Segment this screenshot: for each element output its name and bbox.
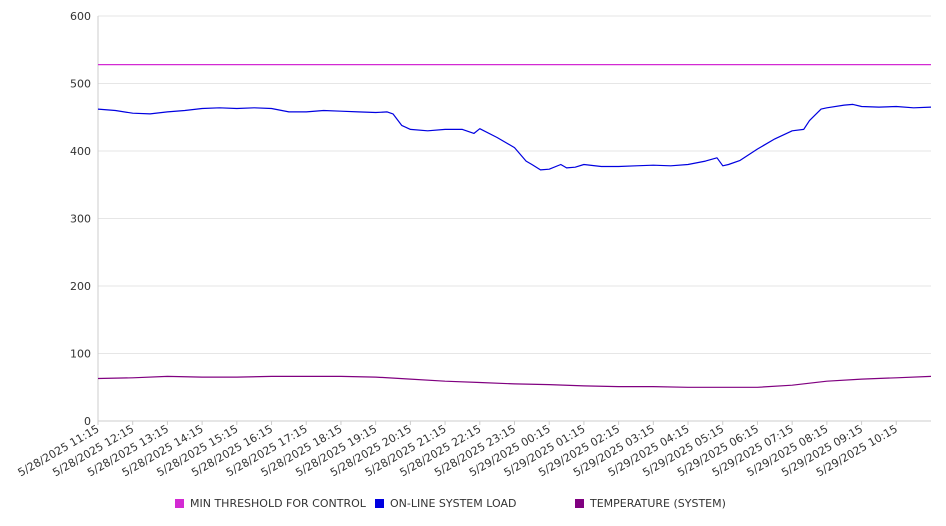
y-tick-label: 0	[84, 415, 91, 428]
legend-swatch-temperature	[575, 499, 584, 508]
legend-swatch-min-threshold	[175, 499, 184, 508]
y-axis-ticks: 0 100 200 300 400 500 600	[70, 10, 91, 428]
chart-series	[97, 63, 932, 388]
y-tick-label: 300	[70, 213, 91, 226]
y-tick-label: 500	[70, 78, 91, 91]
y-tick-label: 400	[70, 145, 91, 158]
legend-label-min-threshold: MIN THRESHOLD FOR CONTROL	[190, 497, 366, 510]
x-axis-ticks: 5/28/2025 11:155/28/2025 12:155/28/2025 …	[16, 421, 900, 479]
legend-item-system-load[interactable]: ON-LINE SYSTEM LOAD	[375, 497, 516, 510]
series-line-system-load	[97, 103, 932, 171]
y-tick-label: 600	[70, 10, 91, 23]
legend-label-temperature: TEMPERATURE (SYSTEM)	[590, 497, 726, 510]
legend-swatch-system-load	[375, 499, 384, 508]
y-tick-label: 100	[70, 348, 91, 361]
y-tick-label: 200	[70, 280, 91, 293]
legend-label-system-load: ON-LINE SYSTEM LOAD	[390, 497, 517, 510]
chart-legend: MIN THRESHOLD FOR CONTROL ON-LINE SYSTEM…	[0, 497, 946, 515]
series-line-temperature	[97, 375, 932, 388]
chart-grid	[98, 15, 931, 354]
legend-item-min-threshold[interactable]: MIN THRESHOLD FOR CONTROL	[175, 497, 366, 510]
legend-item-temperature[interactable]: TEMPERATURE (SYSTEM)	[575, 497, 726, 510]
